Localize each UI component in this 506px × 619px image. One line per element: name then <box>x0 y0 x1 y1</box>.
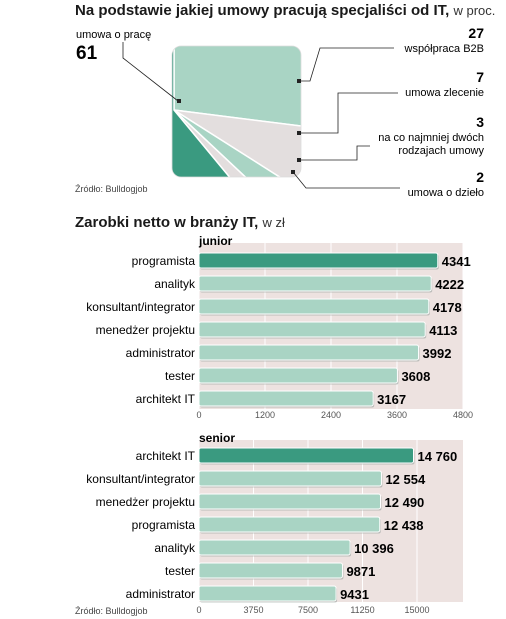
leader-marker <box>297 79 301 83</box>
title-text: Na podstawie jakiej umowy pracują specja… <box>75 2 450 19</box>
bar-category-label: administrator <box>126 346 195 360</box>
axis-tick-label: 2400 <box>321 410 341 420</box>
pie-label-dwie-umowy-line1: na co najmniej dwóch <box>378 132 484 144</box>
bar-category-label: analityk <box>154 277 196 291</box>
pie-frame <box>171 45 302 178</box>
bar-category-label: menedżer projektu <box>96 495 195 509</box>
bar <box>198 275 432 292</box>
bar <box>198 562 343 579</box>
bar <box>198 321 426 338</box>
pie-slice <box>173 109 301 177</box>
bar-category-label: tester <box>165 369 195 383</box>
leader-marker <box>297 158 301 162</box>
pie-value-umowa-o-prace: 61 <box>76 43 98 64</box>
bar-value-label: 12 554 <box>385 472 426 487</box>
axis-tick-label: 3750 <box>243 605 263 615</box>
bar <box>198 470 382 487</box>
pie-label-dwie-umowy-line2: rodzajach umowy <box>398 145 484 157</box>
bar-value-label: 3608 <box>401 369 430 384</box>
source-note-bars: Źródło: Bulldogjob <box>75 606 148 616</box>
pie-value-dzielo: 2 <box>476 169 484 185</box>
leader-line <box>300 92 398 134</box>
axis-tick-label: 0 <box>196 605 201 615</box>
bar-value-label: 4178 <box>433 300 462 315</box>
chart-title-salaries: Zarobki netto w branży IT, w zł <box>75 214 285 231</box>
chart-title-contracts: Na podstawie jakiej umowy pracują specja… <box>75 2 495 19</box>
bar-value-label: 9431 <box>340 587 369 602</box>
title-text: Zarobki netto w branży IT, <box>75 214 259 231</box>
leader-line <box>292 171 400 189</box>
bar-value-label: 4113 <box>429 323 457 338</box>
leader-line <box>300 47 394 82</box>
bar-value-label: 10 396 <box>354 541 394 556</box>
bar <box>198 539 351 556</box>
bar-value-label: 14 760 <box>418 449 458 464</box>
pie-label-zlecenie: umowa zlecenie <box>405 87 484 99</box>
pie-slice <box>173 46 301 161</box>
bar <box>198 493 382 510</box>
bar-chart-title: junior <box>198 234 233 248</box>
leader-line <box>300 145 370 161</box>
bar-category-label: tester <box>165 564 195 578</box>
bar <box>198 585 337 602</box>
bar <box>198 390 374 407</box>
bar-value-label: 12 438 <box>384 518 424 533</box>
axis-tick-label: 0 <box>196 410 201 420</box>
title-unit: w zł <box>262 215 285 230</box>
bar-value-label: 9871 <box>346 564 375 579</box>
pie-value-zlecenie: 7 <box>476 69 484 85</box>
bar-category-label: menedżer projektu <box>96 323 195 337</box>
axis-tick-label: 3600 <box>387 410 407 420</box>
bar-value-label: 4341 <box>442 254 471 269</box>
bar-value-label: 3992 <box>423 346 452 361</box>
bar-value-label: 4222 <box>435 277 464 292</box>
bar <box>198 298 430 315</box>
leader-marker <box>291 170 295 174</box>
pie-value-b2b: 27 <box>468 25 484 41</box>
bar-category-label: programista <box>132 254 196 268</box>
bar <box>198 344 420 361</box>
pie-label-b2b: współpraca B2B <box>404 43 485 55</box>
bar <box>198 252 439 269</box>
axis-tick-label: 7500 <box>298 605 318 615</box>
pie-value-dwie-umowy: 3 <box>476 114 484 130</box>
bar <box>198 367 398 384</box>
pie-label-dzielo: umowa o dzieło <box>408 187 484 199</box>
bar <box>198 447 415 464</box>
leader-marker <box>177 99 181 103</box>
leader-line <box>122 42 179 102</box>
axis-tick-label: 4800 <box>453 410 473 420</box>
axis-tick-label: 15000 <box>404 605 429 615</box>
bar-value-label: 12 490 <box>385 495 425 510</box>
bar-category-label: architekt IT <box>136 449 196 463</box>
axis-tick-label: 1200 <box>255 410 275 420</box>
bar-category-label: konsultant/integrator <box>86 472 195 486</box>
bar-category-label: administrator <box>126 587 195 601</box>
leader-marker <box>297 131 301 135</box>
bar-category-label: programista <box>132 518 196 532</box>
bar-chart-title: senior <box>199 431 235 445</box>
axis-tick-label: 11250 <box>350 605 374 615</box>
bar-category-label: analityk <box>154 541 196 555</box>
bar <box>198 516 381 533</box>
source-note-pie: Źródło: Bulldogjob <box>75 184 148 194</box>
title-unit: w proc. <box>453 3 496 18</box>
bar-category-label: konsultant/integrator <box>86 300 195 314</box>
bar-value-label: 3167 <box>377 392 406 407</box>
bar-category-label: architekt IT <box>136 392 196 406</box>
pie-label-umowa-o-prace: umowa o pracę <box>76 29 151 41</box>
